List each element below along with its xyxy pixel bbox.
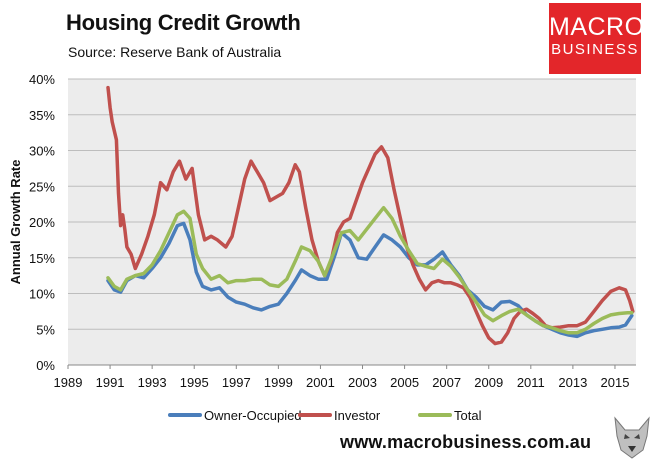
y-tick-label: 15% (29, 251, 55, 266)
y-tick-label: 0% (36, 358, 55, 373)
series-lines (106, 85, 635, 346)
x-tick-label: 1999 (264, 375, 293, 390)
x-tick-label: 2005 (390, 375, 419, 390)
legend: Owner-Occupied Investor Total (168, 408, 482, 423)
logo-line-1: MACRO (549, 13, 645, 41)
x-tick-label: 2009 (474, 375, 503, 390)
y-tick-label: 40% (29, 72, 55, 87)
y-tick-label: 5% (36, 322, 55, 337)
x-tick-label: 1993 (138, 375, 167, 390)
x-axis-ticks: 1989 1991 1993 1995 1997 1999 2001 2003 2005 2007… (54, 365, 630, 390)
wolf-mascot-icon (614, 416, 650, 459)
y-axis-label: Annual Growth Rate (8, 160, 23, 285)
macrobusiness-logo: MACRO BUSINESS (549, 3, 645, 74)
chart-title: Housing Credit Growth (66, 10, 301, 35)
x-tick-label: 1991 (96, 375, 125, 390)
logo-line-2: BUSINESS (551, 41, 639, 58)
x-tick-label: 2011 (517, 375, 545, 390)
y-tick-label: 25% (29, 179, 55, 194)
x-tick-label: 1989 (54, 375, 83, 390)
x-tick-label: 2015 (601, 375, 630, 390)
x-tick-label: 1997 (222, 375, 251, 390)
x-tick-label: 2007 (432, 375, 461, 390)
y-tick-label: 10% (29, 287, 55, 302)
series-line-investor (106, 85, 635, 346)
chart-subtitle: Source: Reserve Bank of Australia (68, 44, 282, 60)
gridlines (68, 78, 636, 330)
y-tick-label: 35% (29, 108, 55, 123)
x-tick-label: 1995 (180, 375, 209, 390)
x-tick-label: 2003 (348, 375, 377, 390)
y-tick-label: 30% (29, 144, 55, 159)
series-line-total (106, 205, 634, 335)
y-axis-ticks: 0% 5% 10% 15% 20% 25% 30% 35% 40% (29, 72, 55, 373)
y-tick-label: 20% (29, 215, 55, 230)
legend-label-investor: Investor (334, 408, 381, 423)
x-tick-label: 2013 (558, 375, 587, 390)
website-url: www.macrobusiness.com.au (340, 432, 592, 452)
x-tick-label: 2001 (306, 375, 335, 390)
legend-label-owner-occupied: Owner-Occupied (204, 408, 302, 423)
legend-label-total: Total (454, 408, 482, 423)
